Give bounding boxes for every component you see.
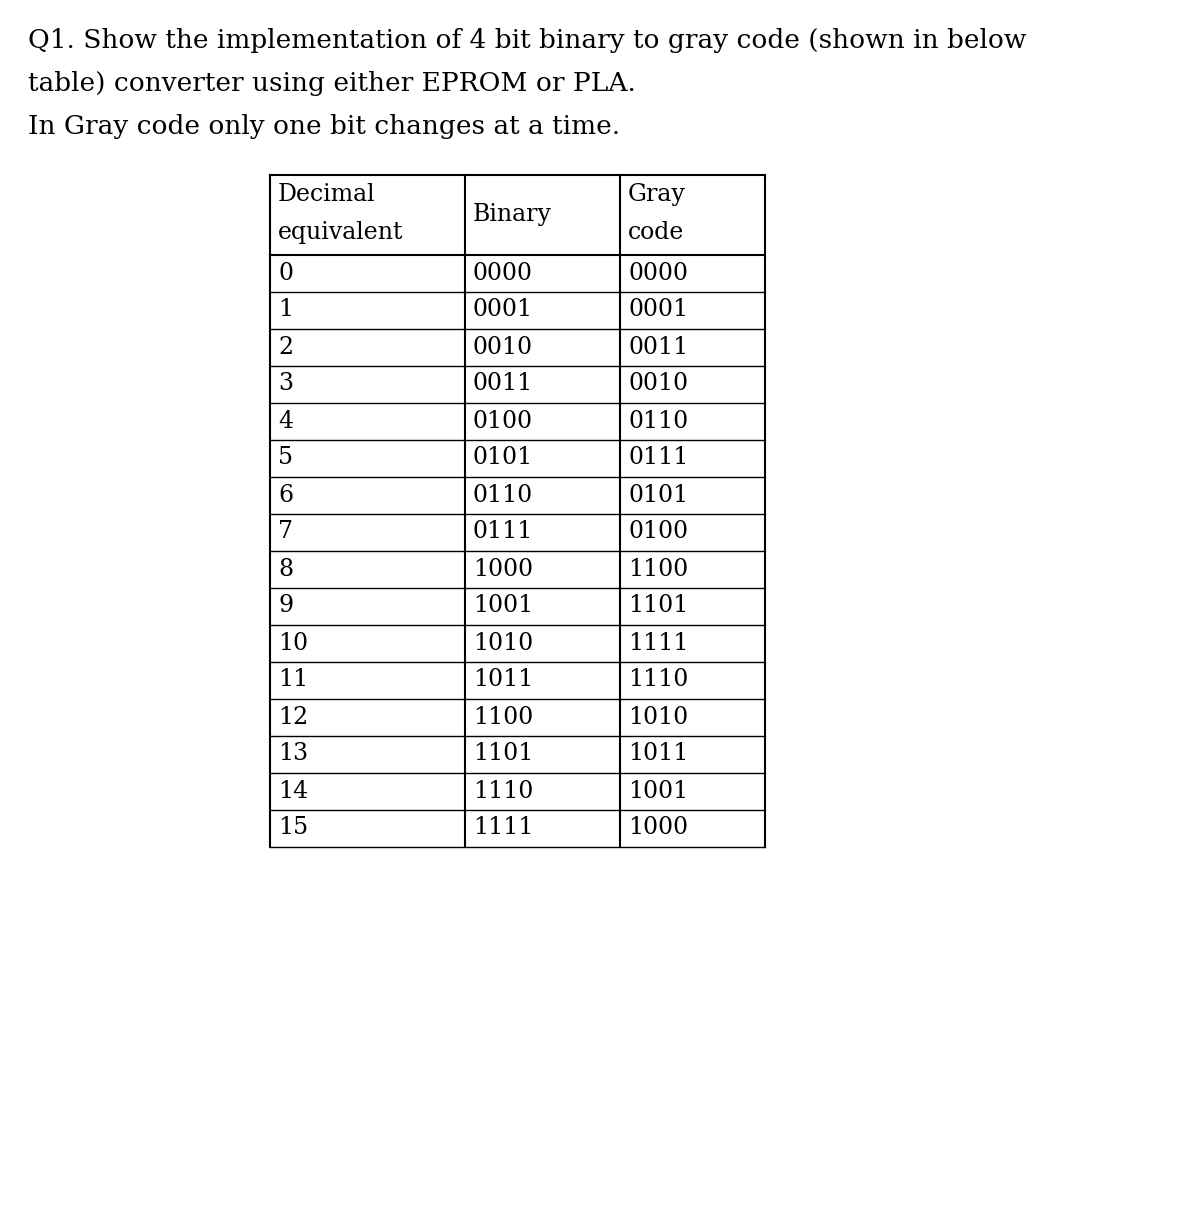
Text: 14: 14 [278,779,308,802]
Text: 1110: 1110 [628,668,689,691]
Text: 0110: 0110 [473,483,533,506]
Text: 1000: 1000 [628,817,688,840]
Text: 1001: 1001 [628,779,689,802]
Text: 15: 15 [278,817,308,840]
Text: Gray: Gray [628,182,686,207]
Text: 0011: 0011 [628,336,689,359]
Text: Decimal: Decimal [278,182,376,207]
Text: 1101: 1101 [628,594,689,617]
Text: 1110: 1110 [473,779,533,802]
Text: Binary: Binary [473,203,552,226]
Text: 0001: 0001 [473,298,533,321]
Text: 1010: 1010 [473,632,533,655]
Text: 0101: 0101 [628,483,689,506]
Text: 1011: 1011 [473,668,533,691]
Text: 9: 9 [278,594,293,617]
Text: 0: 0 [278,261,293,285]
Text: 0111: 0111 [473,521,533,544]
Text: code: code [628,221,684,244]
Text: 0100: 0100 [473,410,533,432]
Text: Q1. Show the implementation of 4 bit binary to gray code (shown in below: Q1. Show the implementation of 4 bit bin… [28,28,1026,53]
Text: 1100: 1100 [628,558,689,581]
Text: 1111: 1111 [473,817,534,840]
Text: 12: 12 [278,705,308,728]
Text: 1001: 1001 [473,594,533,617]
Text: 8: 8 [278,558,293,581]
Text: 3: 3 [278,372,293,395]
Text: 6: 6 [278,483,293,506]
Text: equivalent: equivalent [278,221,403,244]
Text: 0110: 0110 [628,410,689,432]
Text: 0100: 0100 [628,521,688,544]
Text: 1011: 1011 [628,743,689,766]
Text: 1: 1 [278,298,293,321]
Text: 1101: 1101 [473,743,533,766]
Text: table) converter using either EPROM or PLA.: table) converter using either EPROM or P… [28,71,636,95]
Text: 2: 2 [278,336,293,359]
Text: 11: 11 [278,668,308,691]
Text: 5: 5 [278,447,293,470]
Text: In Gray code only one bit changes at a time.: In Gray code only one bit changes at a t… [28,114,620,139]
Text: 1000: 1000 [473,558,533,581]
Text: 1100: 1100 [473,705,533,728]
Text: 0010: 0010 [473,336,533,359]
Text: 0011: 0011 [473,372,533,395]
Text: 0101: 0101 [473,447,533,470]
Text: 0111: 0111 [628,447,689,470]
Text: 4: 4 [278,410,293,432]
Text: 10: 10 [278,632,308,655]
Text: 7: 7 [278,521,293,544]
Text: 1111: 1111 [628,632,689,655]
Text: 1010: 1010 [628,705,689,728]
Text: 0001: 0001 [628,298,688,321]
Text: 0010: 0010 [628,372,688,395]
Text: 0000: 0000 [628,261,688,285]
Text: 0000: 0000 [473,261,533,285]
Text: 13: 13 [278,743,308,766]
